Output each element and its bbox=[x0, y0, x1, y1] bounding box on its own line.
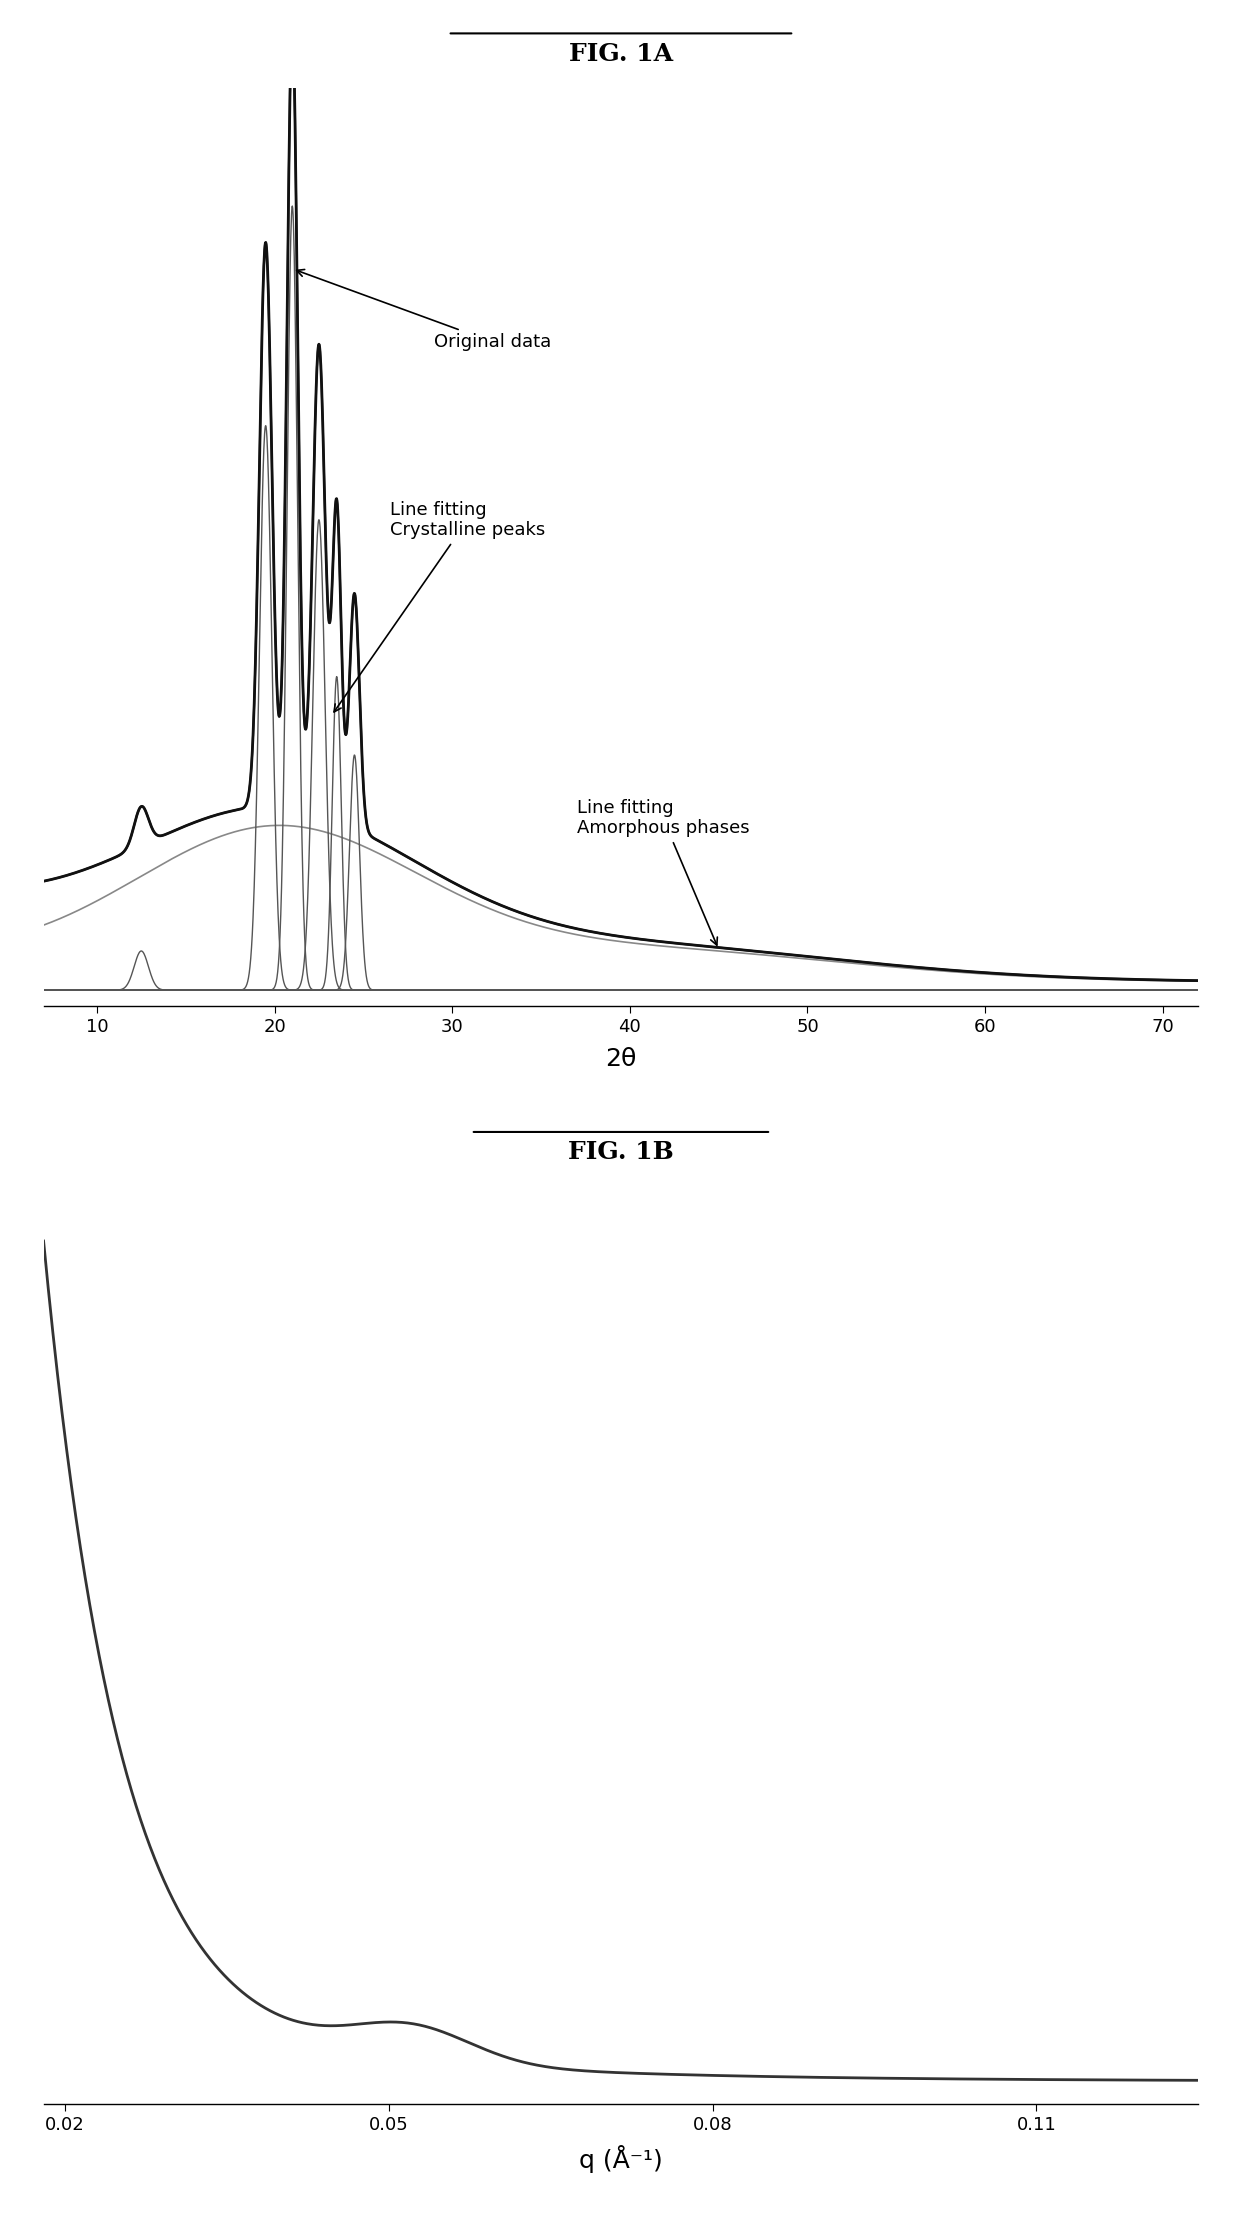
Title: FIG. 1A: FIG. 1A bbox=[569, 42, 673, 66]
Text: Line fitting
Amorphous phases: Line fitting Amorphous phases bbox=[577, 800, 749, 946]
Text: Original data: Original data bbox=[296, 270, 552, 352]
Title: FIG. 1B: FIG. 1B bbox=[568, 1141, 673, 1165]
X-axis label: q (Å⁻¹): q (Å⁻¹) bbox=[579, 2146, 663, 2173]
X-axis label: 2θ: 2θ bbox=[605, 1048, 636, 1070]
Text: Line fitting
Crystalline peaks: Line fitting Crystalline peaks bbox=[334, 501, 546, 711]
